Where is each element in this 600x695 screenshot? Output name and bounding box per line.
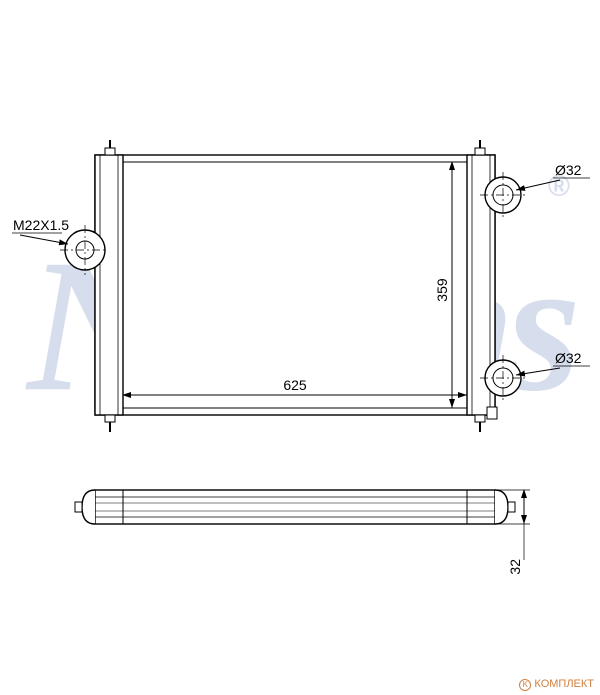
dim-thread: M22X1.5 xyxy=(13,217,69,233)
technical-drawing: 625 359 M22X1.5 Ø32 Ø32 xyxy=(0,0,600,695)
dim-thickness: 32 xyxy=(507,559,523,575)
dim-outlet-bottom: Ø32 xyxy=(555,350,582,366)
top-view: 32 xyxy=(75,490,530,575)
front-view: 625 359 M22X1.5 Ø32 Ø32 xyxy=(12,140,590,432)
dim-height: 359 xyxy=(434,278,450,302)
dim-width: 625 xyxy=(283,377,307,393)
diagram-canvas: Nissens ® xyxy=(0,0,600,695)
dim-outlet-top: Ø32 xyxy=(555,162,582,178)
